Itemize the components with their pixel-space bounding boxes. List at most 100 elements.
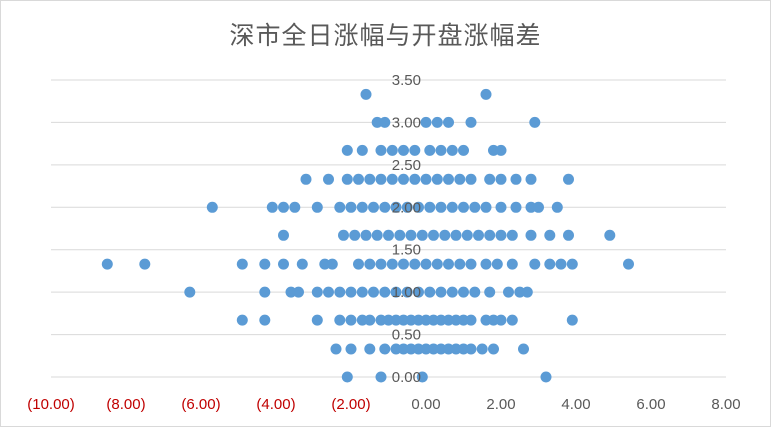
- data-point: [323, 286, 334, 298]
- data-point: [424, 144, 436, 156]
- data-point: [390, 201, 402, 213]
- data-point: [555, 258, 567, 270]
- data-point: [349, 229, 361, 241]
- data-point: [484, 173, 496, 185]
- data-point: [435, 144, 447, 156]
- data-point: [529, 116, 541, 128]
- data-point: [484, 229, 496, 241]
- data-point: [465, 314, 477, 326]
- data-point: [454, 258, 466, 270]
- y-tick-label: 0.00: [392, 369, 421, 386]
- data-point: [368, 286, 379, 298]
- y-tick-label: 2.50: [392, 157, 421, 174]
- data-point: [469, 201, 481, 213]
- data-point: [506, 258, 518, 270]
- data-point: [409, 258, 421, 270]
- data-point: [386, 173, 398, 185]
- data-point: [345, 201, 357, 213]
- data-point: [450, 229, 462, 241]
- data-point: [465, 116, 477, 128]
- data-point: [413, 286, 424, 298]
- data-point: [473, 229, 484, 241]
- x-tick-label: (4.00): [256, 396, 295, 413]
- data-point: [420, 116, 432, 128]
- data-point: [435, 201, 447, 213]
- data-point: [495, 173, 507, 185]
- data-point: [259, 286, 271, 298]
- data-point: [521, 286, 533, 298]
- data-point: [469, 286, 481, 298]
- data-point: [518, 343, 529, 355]
- data-point: [435, 286, 447, 298]
- data-point: [401, 286, 413, 298]
- y-tick-label: 1.00: [392, 284, 421, 301]
- data-point: [458, 286, 469, 298]
- data-point: [566, 258, 578, 270]
- data-point: [416, 229, 428, 241]
- data-point: [236, 258, 248, 270]
- y-tick-label: 1.50: [392, 242, 421, 259]
- data-point: [311, 201, 323, 213]
- x-tick-label: (10.00): [27, 396, 75, 413]
- data-point: [510, 201, 522, 213]
- data-point: [461, 229, 473, 241]
- data-point: [330, 343, 342, 355]
- y-tick-label: 2.00: [392, 199, 421, 216]
- data-point: [398, 258, 409, 270]
- data-point: [341, 371, 353, 383]
- data-point: [353, 258, 364, 270]
- data-point: [413, 201, 424, 213]
- data-point: [375, 173, 387, 185]
- data-point: [439, 229, 451, 241]
- data-point: [311, 314, 323, 326]
- data-point: [266, 201, 278, 213]
- data-point: [394, 229, 406, 241]
- data-point: [480, 201, 492, 213]
- data-point: [364, 258, 376, 270]
- x-tick-label: 8.00: [711, 396, 740, 413]
- x-tick-label: 6.00: [636, 396, 665, 413]
- x-tick-label: (2.00): [331, 396, 370, 413]
- data-point: [465, 258, 477, 270]
- data-point: [278, 229, 289, 241]
- data-point: [495, 229, 507, 241]
- data-point: [604, 229, 616, 241]
- data-point: [566, 314, 578, 326]
- y-tick-label: 0.50: [392, 327, 421, 344]
- data-point: [278, 201, 289, 213]
- data-point: [446, 201, 458, 213]
- data-point: [428, 229, 439, 241]
- data-point: [364, 173, 376, 185]
- data-point: [345, 286, 357, 298]
- data-point: [540, 371, 552, 383]
- data-point: [409, 144, 421, 156]
- data-point: [345, 314, 357, 326]
- data-point: [533, 201, 544, 213]
- x-tick-label: 2.00: [486, 396, 515, 413]
- data-point: [563, 229, 574, 241]
- data-point: [334, 314, 346, 326]
- data-point: [409, 173, 421, 185]
- data-point: [300, 173, 312, 185]
- data-point: [371, 116, 383, 128]
- data-point: [454, 173, 466, 185]
- data-point: [379, 116, 391, 128]
- data-point: [443, 116, 454, 128]
- data-point: [443, 173, 454, 185]
- data-point: [503, 286, 514, 298]
- data-point: [458, 201, 469, 213]
- data-point: [458, 144, 469, 156]
- data-point: [341, 144, 353, 156]
- data-point: [495, 314, 507, 326]
- y-tick-label: 3.50: [392, 72, 421, 89]
- chart-title: 深市全日涨幅与开盘涨幅差: [229, 21, 542, 50]
- data-point: [259, 314, 271, 326]
- x-tick-label: 4.00: [561, 396, 590, 413]
- data-point: [326, 258, 338, 270]
- data-point: [398, 173, 409, 185]
- data-point: [431, 116, 443, 128]
- data-point: [364, 314, 376, 326]
- data-point: [379, 343, 391, 355]
- data-point: [398, 144, 409, 156]
